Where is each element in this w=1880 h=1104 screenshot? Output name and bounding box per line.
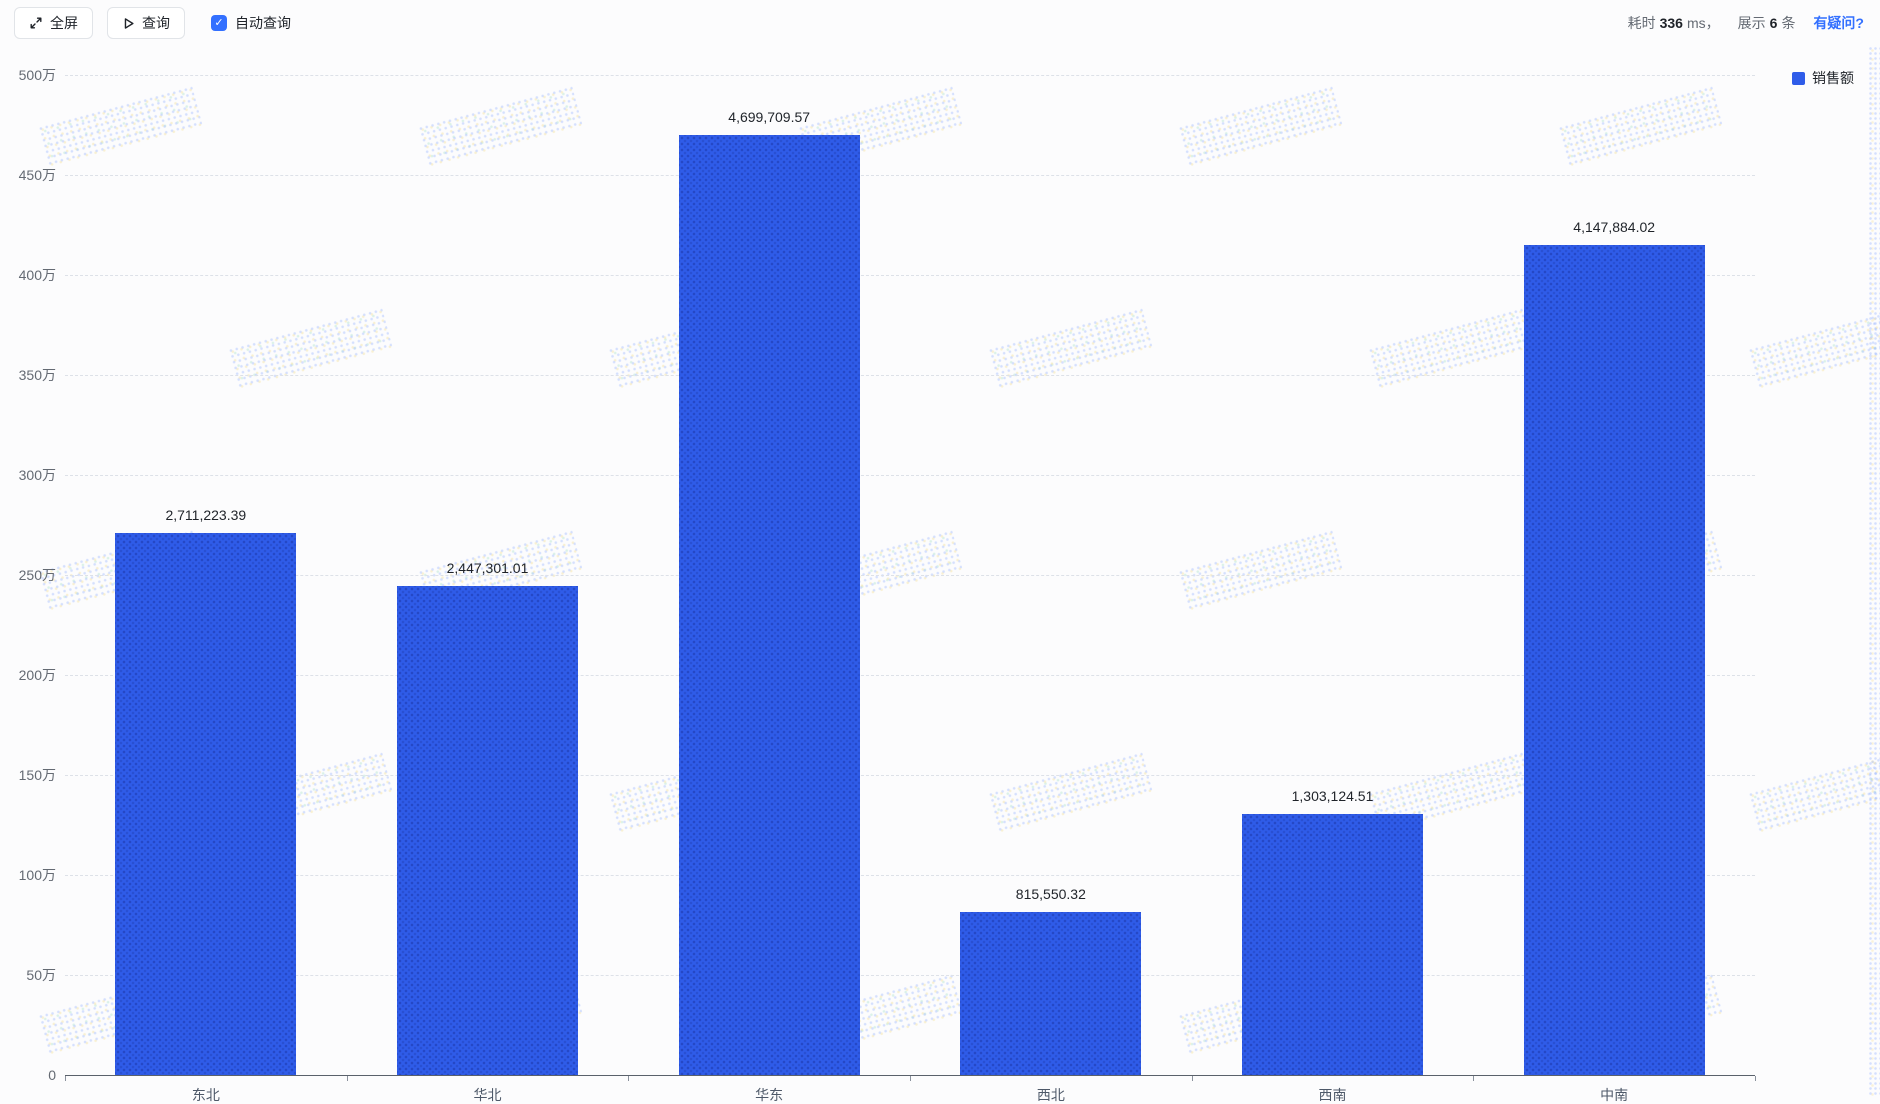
rows-label: 展示 [1737, 15, 1766, 31]
bar-value-label: 2,447,301.01 [446, 559, 529, 576]
legend-item-sales[interactable]: 销售额 [1792, 68, 1854, 88]
bar-value-label: 2,711,223.39 [165, 506, 247, 523]
x-axis-tick [1473, 1076, 1475, 1081]
x-axis-tick [65, 1076, 66, 1081]
x-axis-tick [1191, 1076, 1193, 1081]
rows-suffix: 条 [1781, 15, 1796, 31]
toolbar: 全屏 查询 ✓ 自动查询 耗时 336 ms， 展示 6 条 有疑问? [0, 0, 1880, 46]
bar-value-label: 4,699,709.57 [728, 109, 811, 126]
bar-西南[interactable] [1242, 814, 1423, 1075]
bar-value-label: 4,147,884.02 [1573, 219, 1656, 236]
watermark-patch [987, 751, 1153, 833]
y-gridline [65, 575, 1755, 576]
bar-中南[interactable] [1523, 245, 1705, 1075]
y-gridline [65, 375, 1755, 376]
query-button[interactable]: 查询 [107, 7, 185, 39]
bar-华东[interactable] [678, 135, 860, 1075]
bar-value-label: 815,550.32 [1015, 885, 1086, 902]
toolbar-left: 全屏 查询 ✓ 自动查询 [14, 7, 291, 39]
y-axis-tick-label: 200万 [18, 667, 56, 683]
question-link[interactable]: 有疑问? [1813, 15, 1864, 31]
y-axis-tick-label: 50万 [26, 967, 56, 983]
rows-value: 6 [1769, 15, 1778, 31]
y-axis-tick-label: 450万 [18, 167, 56, 183]
y-axis-tick-label: 150万 [18, 767, 56, 783]
watermark-patch [1367, 307, 1533, 389]
x-axis-category-label: 西北 [1036, 1087, 1065, 1103]
y-gridline [65, 175, 1755, 176]
query-button-label: 查询 [142, 15, 170, 31]
bar-华北[interactable] [397, 585, 578, 1075]
watermark-patch [417, 85, 583, 167]
watermark-patch [1747, 751, 1880, 833]
y-axis-tick-label: 0 [48, 1067, 56, 1083]
y-gridline [65, 875, 1755, 876]
y-axis-tick-label: 250万 [18, 567, 56, 583]
y-axis-tick-label: 500万 [18, 67, 56, 83]
auto-query-checkbox[interactable]: ✓ [211, 15, 227, 31]
x-axis-category-label: 西南 [1318, 1087, 1347, 1103]
fullscreen-button-label: 全屏 [50, 15, 78, 31]
legend-swatch [1792, 71, 1805, 85]
x-axis-tick [910, 1076, 911, 1081]
query-stats: 耗时 336 ms， 展示 6 条 有疑问? [1628, 13, 1864, 33]
x-axis-tick [346, 1076, 348, 1081]
x-axis-category-label: 中南 [1600, 1087, 1629, 1103]
x-axis-line [65, 1075, 1755, 1076]
watermark-patch [227, 307, 393, 389]
y-axis-tick-label: 300万 [18, 467, 56, 483]
y-gridline [65, 975, 1755, 976]
bar-value-label: 1,303,124.51 [1291, 788, 1374, 805]
bar-西北[interactable] [960, 911, 1142, 1075]
y-gridline [65, 475, 1755, 476]
x-axis-tick [628, 1076, 630, 1081]
bar-东北[interactable] [115, 532, 297, 1075]
elapsed-value: 336 [1659, 15, 1683, 31]
auto-query-label: 自动查询 [235, 15, 291, 31]
x-axis-tick [1755, 1076, 1756, 1081]
y-gridline [65, 775, 1755, 776]
watermark-patch [1177, 85, 1343, 167]
y-gridline [65, 275, 1755, 276]
fullscreen-icon [29, 16, 43, 30]
watermark-patch [1747, 307, 1880, 389]
x-axis-category-label: 华北 [473, 1087, 502, 1103]
play-icon [122, 17, 135, 30]
y-axis-tick-label: 350万 [18, 367, 56, 383]
watermark-patch [1557, 85, 1723, 167]
legend-label: 销售额 [1812, 70, 1854, 86]
auto-query-checkbox-wrap[interactable]: ✓ 自动查询 [211, 13, 291, 33]
fullscreen-button[interactable]: 全屏 [14, 7, 93, 39]
watermark-patch [987, 307, 1153, 389]
watermark-patch [1177, 529, 1343, 611]
x-axis-category-label: 华东 [755, 1087, 784, 1103]
y-gridline [65, 75, 1755, 76]
x-axis-category-label: 东北 [191, 1087, 220, 1103]
elapsed-label: 耗时 [1627, 15, 1656, 31]
elapsed-suffix: ms， [1686, 15, 1720, 31]
watermark-patch [37, 85, 203, 167]
y-axis-tick-label: 400万 [18, 267, 56, 283]
y-axis-tick-label: 100万 [18, 867, 56, 883]
y-gridline [65, 675, 1755, 676]
